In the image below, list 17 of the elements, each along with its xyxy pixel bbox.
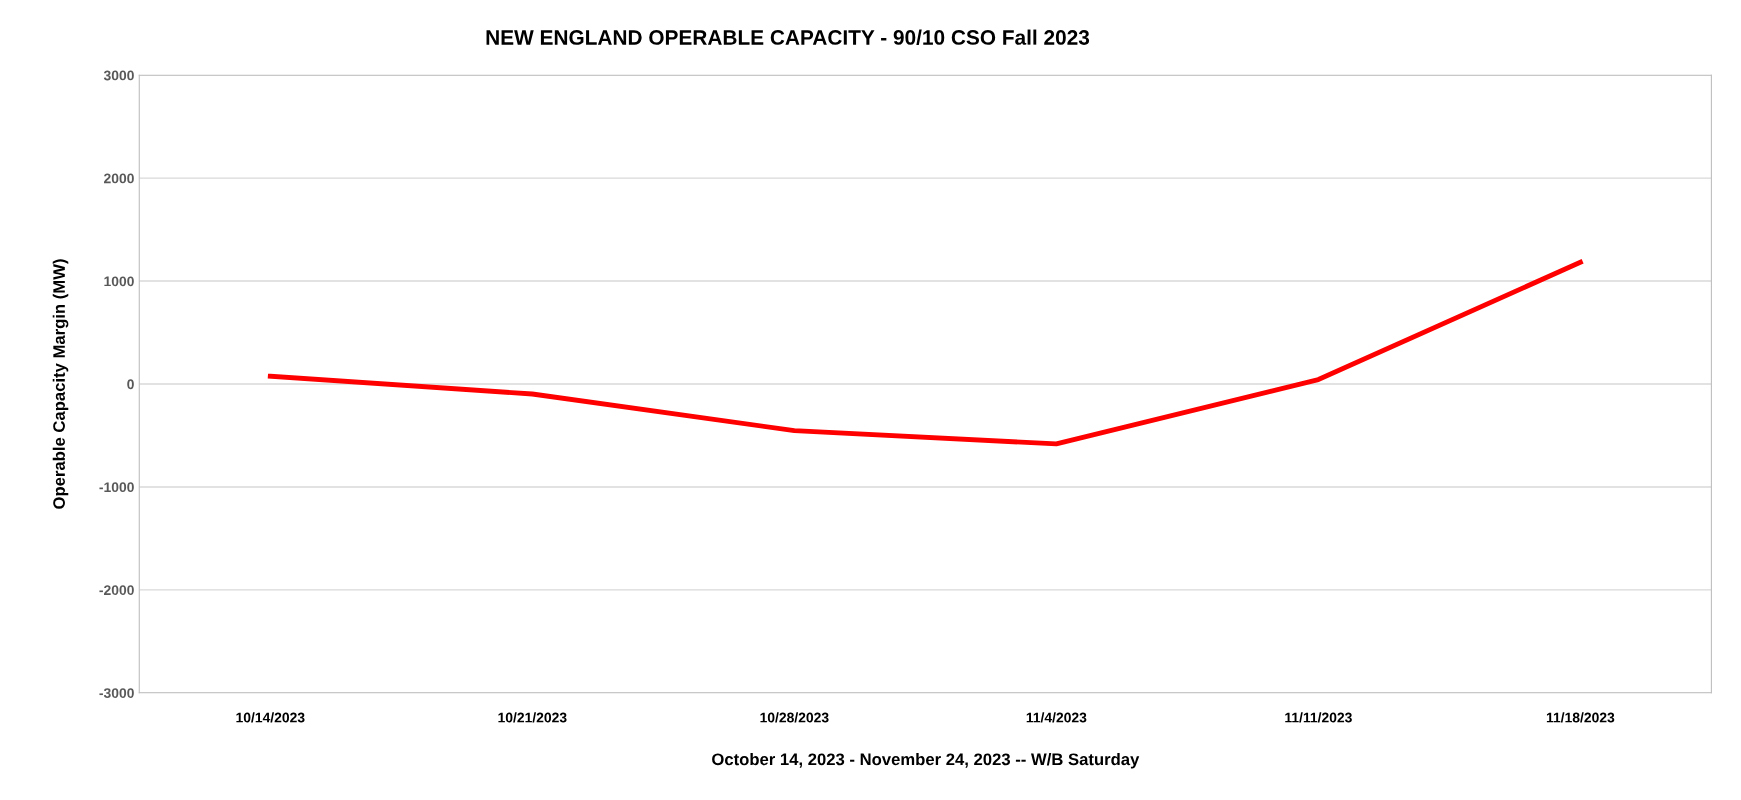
y-tick-label: 3000 [103,70,134,81]
x-tick-label: 11/18/2023 [1546,712,1615,723]
y-tick-label: 0 [127,379,134,390]
chart-title: NEW ENGLAND OPERABLE CAPACITY - 90/10 CSO Fall 2023 [486,29,1090,46]
x-axis-title: October 14, 2023 - November 24, 2023 -- W/B Saturday [712,752,1140,769]
y-tick-label: -3000 [99,688,134,698]
y-tick-label: 1000 [104,276,134,287]
y-tick-label: 2000 [104,173,134,184]
x-tick-label: 10/28/2023 [760,712,829,723]
line-series [267,259,1583,447]
y-axis-title: Operable Capacity Margin (MW) [52,259,69,509]
x-tick-label: 10/21/2023 [498,712,567,723]
y-tick-label: -2000 [99,585,134,596]
x-tick-label: 11/11/2023 [1285,712,1352,723]
x-tick-label: 10/14/2023 [236,712,305,723]
y-tick-label: -1000 [99,482,134,493]
x-tick-label: 11/4/2023 [1026,712,1087,723]
